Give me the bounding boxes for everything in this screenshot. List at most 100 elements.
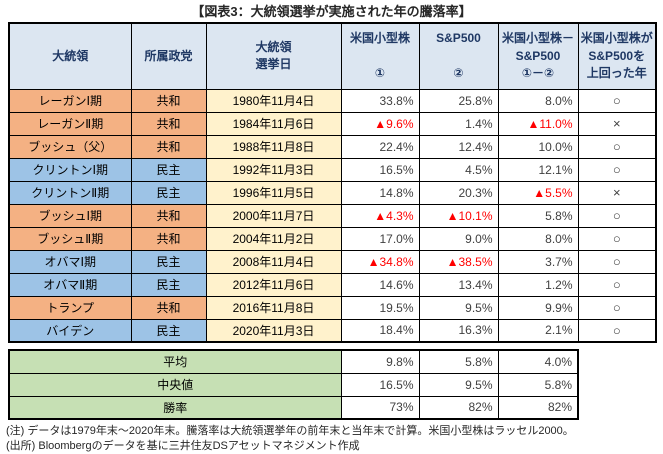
sp500-return-cell: 4.5% [418,157,499,182]
small-cap-return-cell: 19.5% [340,295,420,320]
table-row: ブッシュⅡ期 共和 2004年11月2日 17.0% 9.0% 8.0% ○ [8,226,657,251]
sp500-return-cell: 20.3% [418,180,499,205]
summary-row: 平均 9.8% 5.8% 4.0% [8,349,579,374]
sp500-return-cell: 16.3% [418,318,499,343]
table-row: クリントンⅠ期 民主 1992年11月3日 16.5% 4.5% 12.1% ○ [8,157,657,182]
outperform-mark-cell: ○ [577,88,657,113]
outperform-mark-cell: ○ [577,249,657,274]
diff-return-cell: 2.1% [497,318,579,343]
party-cell: 共和 [130,203,207,228]
sp500-return-cell: 13.4% [418,272,499,297]
president-cell: レーガンⅠ期 [8,88,132,113]
summary-label-cell: 勝率 [8,395,342,420]
header-sp500: S&P500 ② [418,22,499,90]
president-cell: オバマⅠ期 [8,249,132,274]
sp500-return-cell: 9.0% [418,226,499,251]
election-date-cell: 1996年11月5日 [205,180,342,205]
summary-diff-cell: 5.8% [497,372,579,397]
header-diff: 米国小型株－ S&P500 ①－② [497,22,579,90]
summary-diff-cell: 82% [497,395,579,420]
summary-row: 勝率 73% 82% 82% [8,395,579,420]
figure-title: 【図表3：大統領選挙が実施された年の騰落率】 [191,4,472,19]
summary-small-cap-cell: 73% [340,395,420,420]
small-cap-return-cell: 14.8% [340,180,420,205]
sp500-return-cell: 25.8% [418,88,499,113]
header-election-date: 大統領 選挙日 [205,22,342,90]
election-date-cell: 2020年11月3日 [205,318,342,343]
small-cap-return-cell: ▲34.8% [340,249,420,274]
election-date-cell: 1988年11月8日 [205,134,342,159]
small-cap-return-cell: 14.6% [340,272,420,297]
table-row: オバマⅠ期 民主 2008年11月4日 ▲34.8% ▲38.5% 3.7% ○ [8,249,657,274]
outperform-mark-cell: ○ [577,157,657,182]
small-cap-return-cell: 22.4% [340,134,420,159]
party-cell: 共和 [130,111,207,136]
table-row: レーガンⅠ期 共和 1980年11月4日 33.8% 25.8% 8.0% ○ [8,88,657,113]
small-cap-return-cell: ▲9.6% [340,111,420,136]
summary-label-cell: 平均 [8,349,342,374]
party-cell: 民主 [130,157,207,182]
source-line: (出所) Bloombergのデータを基に三井住友DSアセットマネジメント作成 [6,439,360,452]
table-row: トランプ 共和 2016年11月8日 19.5% 9.5% 9.9% ○ [8,295,657,320]
election-year-returns-table: 大統領 所属政党 大統領 選挙日 米国小型株 ① S&P500 ② 米国小型株－… [8,22,657,343]
president-cell: クリントンⅡ期 [8,180,132,205]
summary-label-cell: 中央値 [8,372,342,397]
diff-return-cell: 8.0% [497,88,579,113]
table-row: レーガンⅡ期 共和 1984年11月6日 ▲9.6% 1.4% ▲11.0% × [8,111,657,136]
summary-sp500-cell: 5.8% [418,349,499,374]
outperform-mark-cell: ○ [577,272,657,297]
party-cell: 共和 [130,226,207,251]
diff-return-cell: 5.8% [497,203,579,228]
sp500-return-cell: 12.4% [418,134,499,159]
president-cell: オバマⅡ期 [8,272,132,297]
header-president: 大統領 [8,22,132,90]
outperform-mark-cell: × [577,111,657,136]
president-cell: トランプ [8,295,132,320]
diff-return-cell: 10.0% [497,134,579,159]
table-row: ブッシュ（父） 共和 1988年11月8日 22.4% 12.4% 10.0% ○ [8,134,657,159]
president-cell: クリントンⅠ期 [8,157,132,182]
sp500-return-cell: 9.5% [418,295,499,320]
election-date-cell: 2008年11月4日 [205,249,342,274]
president-cell: バイデン [8,318,132,343]
diff-return-cell: 12.1% [497,157,579,182]
party-cell: 民主 [130,318,207,343]
sp500-return-cell: ▲10.1% [418,203,499,228]
small-cap-return-cell: 16.5% [340,157,420,182]
summary-small-cap-cell: 16.5% [340,372,420,397]
party-cell: 共和 [130,134,207,159]
summary-row: 中央値 16.5% 9.5% 5.8% [8,372,579,397]
header-row: 大統領 所属政党 大統領 選挙日 米国小型株 ① S&P500 ② 米国小型株－… [8,22,657,90]
small-cap-return-cell: ▲4.3% [340,203,420,228]
election-date-cell: 2016年11月8日 [205,295,342,320]
diff-return-cell: ▲5.5% [497,180,579,205]
diff-return-cell: 1.2% [497,272,579,297]
election-date-cell: 1992年11月3日 [205,157,342,182]
party-cell: 共和 [130,295,207,320]
summary-sp500-cell: 9.5% [418,372,499,397]
president-cell: ブッシュ（父） [8,134,132,159]
outperform-mark-cell: ○ [577,134,657,159]
party-cell: 共和 [130,88,207,113]
party-cell: 民主 [130,180,207,205]
outperform-mark-cell: ○ [577,226,657,251]
sp500-return-cell: 1.4% [418,111,499,136]
table-row: バイデン 民主 2020年11月3日 18.4% 16.3% 2.1% ○ [8,318,657,343]
president-cell: ブッシュⅠ期 [8,203,132,228]
table-row: オバマⅡ期 民主 2012年11月6日 14.6% 13.4% 1.2% ○ [8,272,657,297]
election-date-cell: 2012年11月6日 [205,272,342,297]
small-cap-return-cell: 17.0% [340,226,420,251]
outperform-mark-cell: ○ [577,203,657,228]
table-row: クリントンⅡ期 民主 1996年11月5日 14.8% 20.3% ▲5.5% × [8,180,657,205]
summary-sp500-cell: 82% [418,395,499,420]
president-cell: レーガンⅡ期 [8,111,132,136]
note-line: (注) データは1979年末～2020年末。騰落率は大統領選挙年の前年末と当年末… [6,425,574,437]
election-date-cell: 2000年11月7日 [205,203,342,228]
election-date-cell: 1980年11月4日 [205,88,342,113]
diff-return-cell: ▲11.0% [497,111,579,136]
summary-diff-cell: 4.0% [497,349,579,374]
small-cap-return-cell: 18.4% [340,318,420,343]
sp500-return-cell: ▲38.5% [418,249,499,274]
outperform-mark-cell: ○ [577,318,657,343]
